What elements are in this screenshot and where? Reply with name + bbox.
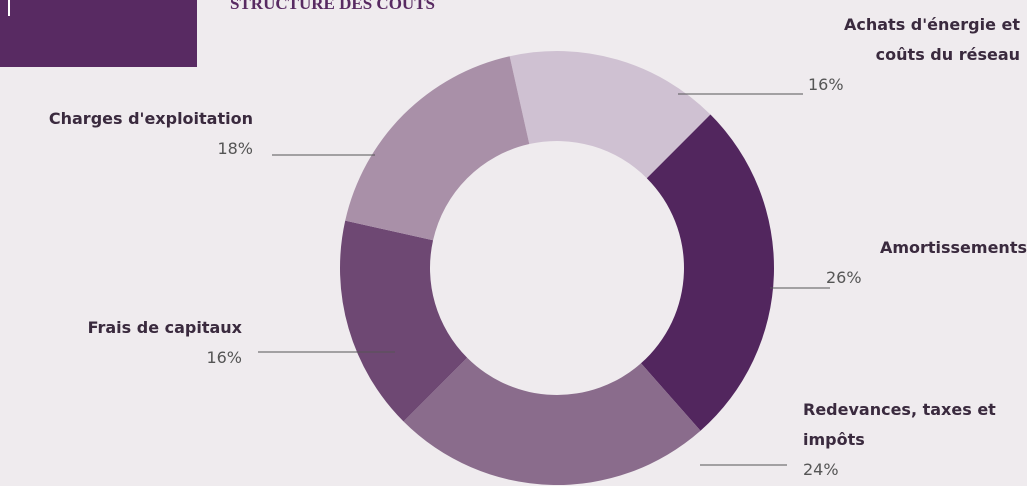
category-label: Frais de capitaux [87,318,242,337]
category-label: Amortissements [879,238,1027,257]
category-label: Charges d'exploitation [48,109,253,128]
donut-slice [509,50,711,179]
value-label: 18% [217,139,253,158]
donut-slice [340,220,468,422]
donut-slice [640,114,774,431]
header-block [0,0,197,67]
slice-label: Amortissements 26% [800,233,1027,293]
value-label: 16% [808,75,844,94]
slice-label: Redevances, taxes et impôts 24% [803,395,1003,485]
chart-title: STRUCTURE DES COÛTS [230,0,435,13]
value-label: 24% [803,460,839,479]
category-label: Achats d'énergie et coûts du réseau [844,15,1020,64]
value-label: 26% [826,268,862,287]
donut-slice [345,56,530,241]
category-label: Redevances, taxes et impôts [803,400,996,449]
slice-label: Frais de capitaux 16% [20,313,242,373]
slice-label: Charges d'exploitation 18% [0,104,253,164]
value-label: 16% [206,348,242,367]
slice-label: Achats d'énergie et coûts du réseau 16% [808,10,1020,100]
donut-slice [403,357,701,485]
